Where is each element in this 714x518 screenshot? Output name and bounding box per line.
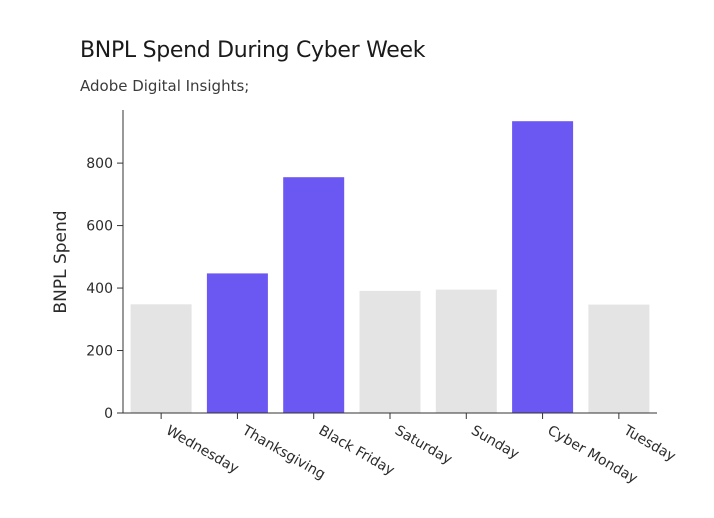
y-tick-label: 200: [86, 344, 113, 360]
chart-subtitle: Adobe Digital Insights;: [80, 77, 250, 95]
x-tick-label: Tuesday: [620, 422, 678, 465]
y-tick-label: 600: [86, 219, 113, 235]
x-tick-label: Wednesday: [163, 423, 241, 477]
chart-title: BNPL Spend During Cyber Week: [80, 38, 426, 63]
bar-thanksgiving: [206, 273, 268, 413]
y-tick-label: 0: [104, 406, 113, 422]
x-tick-label: Black Friday: [316, 423, 397, 479]
bars-group: [130, 121, 650, 413]
y-tick-label: 800: [86, 156, 113, 172]
y-axis-title: BNPL Spend: [51, 210, 71, 313]
y-tick-label: 400: [86, 281, 113, 297]
x-tick-label: Thanksgiving: [239, 422, 328, 483]
x-tick-label: Saturday: [392, 423, 455, 468]
y-axis: 0 200 400 600 800: [86, 110, 124, 422]
bar-wednesday: [130, 304, 192, 413]
bar-tuesday: [588, 304, 650, 413]
bar-sunday: [435, 289, 497, 413]
x-tick-label: Sunday: [468, 423, 521, 463]
bar-black-friday: [283, 177, 345, 413]
bar-saturday: [359, 290, 421, 413]
bar-cyber-monday: [512, 121, 574, 413]
